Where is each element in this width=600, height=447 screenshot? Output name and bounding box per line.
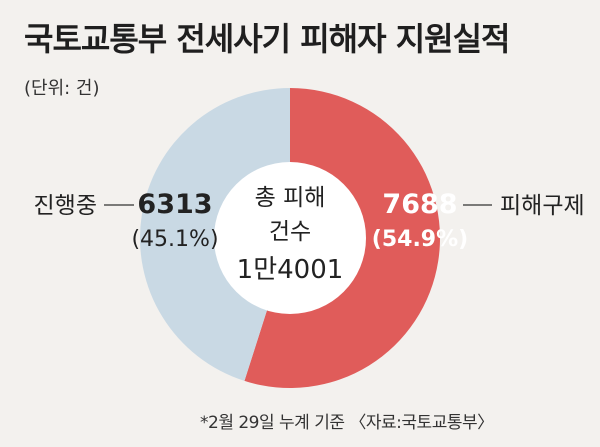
center-total-value: 1만4001 [237, 255, 344, 285]
footnote-source: *2월 29일 누계 기준 〈자료:국토교통부〉 [200, 413, 494, 433]
slice-percent-progress: (45.1%) [131, 227, 218, 252]
slice-name-relief: 피해구제 [500, 193, 585, 219]
chart-title: 국토교통부 전세사기 피해자 지원실적 [24, 20, 510, 58]
slice-value-relief: 7688 [382, 189, 457, 220]
unit-label: (단위: 건) [24, 78, 100, 99]
slice-value-progress: 6313 [137, 189, 212, 220]
donut-hole [214, 162, 366, 314]
slice-percent-relief: (54.9%) [372, 227, 468, 252]
center-label-line1: 총 피해 [255, 185, 326, 211]
center-label-line2: 건수 [269, 219, 311, 245]
slice-name-progress: 진행중 [34, 193, 97, 219]
